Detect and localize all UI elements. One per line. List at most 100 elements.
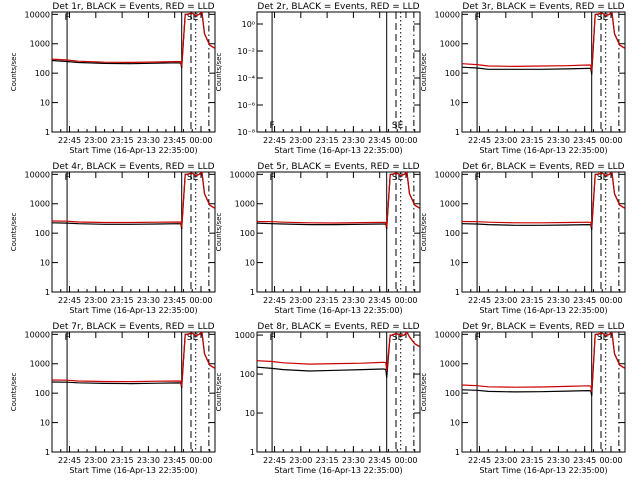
panel-title: Det 6r, BLACK = Events, RED = LLD — [462, 162, 624, 172]
y-tick-label: 1000 — [440, 200, 460, 209]
x-axis-label: Start Time (16-Apr-13 22:35:00) — [479, 146, 607, 155]
x-tick-label: 23:15 — [111, 136, 134, 145]
x-axis-label: Start Time (16-Apr-13 22:35:00) — [274, 466, 402, 475]
y-tick-label: 1000 — [235, 200, 255, 209]
x-tick-label: 23:15 — [316, 296, 339, 305]
y-tick-label: 1 — [250, 288, 255, 297]
lld-series-line — [52, 172, 215, 228]
y-tick-label: 10⁰ — [242, 20, 255, 29]
panel-3: Det 3r, BLACK = Events, RED = LLD 1 10 100 1… — [420, 2, 626, 155]
x-tick-label: 00:00 — [394, 296, 417, 305]
marker-glyph: F — [269, 333, 274, 343]
marker-glyph: SE — [392, 173, 404, 183]
y-tick-label: 10000 — [435, 330, 460, 339]
plot-frame — [256, 11, 421, 133]
y-axis-label: Counts/sec — [420, 213, 428, 252]
y-tick-label: 1 — [250, 448, 255, 457]
y-axis-label: Counts/sec — [215, 373, 223, 412]
x-tick-label: 23:30 — [342, 456, 365, 465]
y-tick-label: 100 — [35, 69, 50, 78]
x-tick-label: 23:45 — [163, 456, 186, 465]
x-tick-label: 00:00 — [189, 136, 212, 145]
y-tick-label: 1 — [455, 288, 460, 297]
panel-7: Det 7r, BLACK = Events, RED = LLD 1 10 100 1… — [10, 322, 216, 475]
y-tick-label: 10 — [40, 259, 50, 268]
plot-frame — [461, 171, 626, 293]
x-tick-label: 23:30 — [342, 296, 365, 305]
x-tick-label: 22:45 — [58, 456, 81, 465]
y-axis-label: Counts/sec — [420, 53, 428, 92]
y-tick-label: 10 — [245, 259, 255, 268]
marker-glyph: SE — [187, 173, 199, 183]
y-tick-label: 10000 — [25, 330, 50, 339]
y-tick-label: 1000 — [440, 40, 460, 49]
marker-glyph: F — [269, 173, 274, 183]
marker-glyph: SE — [597, 13, 609, 23]
marker-glyph: F — [64, 333, 69, 343]
x-axis-label: Start Time (16-Apr-13 22:35:00) — [479, 466, 607, 475]
y-tick-label: 100 — [35, 389, 50, 398]
plot-frame — [51, 171, 216, 293]
y-tick-label: 10⁻² — [237, 47, 255, 56]
x-tick-label: 23:30 — [342, 136, 365, 145]
y-tick-label: 10⁻⁶ — [237, 101, 255, 110]
marker-glyph: F — [474, 333, 479, 343]
x-tick-label: 23:45 — [163, 296, 186, 305]
y-tick-label: 10000 — [25, 170, 50, 179]
x-tick-label: 23:45 — [573, 136, 596, 145]
x-tick-label: 23:45 — [163, 136, 186, 145]
x-tick-label: 23:30 — [137, 456, 160, 465]
x-tick-label: 22:45 — [58, 296, 81, 305]
y-tick-label: 10000 — [230, 170, 255, 179]
x-tick-label: 23:15 — [521, 136, 544, 145]
panel-title: Det 5r, BLACK = Events, RED = LLD — [257, 162, 419, 172]
panel-6: Det 6r, BLACK = Events, RED = LLD 1 10 100 1… — [420, 162, 626, 315]
x-tick-label: 23:30 — [137, 136, 160, 145]
x-tick-label: 23:15 — [316, 136, 339, 145]
x-tick-label: 23:45 — [368, 456, 391, 465]
x-tick-label: 23:15 — [111, 456, 134, 465]
x-tick-label: 23:45 — [573, 456, 596, 465]
marker-glyph: F — [64, 173, 69, 183]
x-tick-label: 23:30 — [547, 296, 570, 305]
lld-series-line — [462, 172, 625, 228]
y-tick-label: 10 — [40, 99, 50, 108]
lld-series-line — [257, 172, 420, 228]
plot-frame — [461, 11, 626, 133]
y-tick-label: 100 — [35, 229, 50, 238]
marker-glyph: SE — [597, 173, 609, 183]
x-tick-label: 22:45 — [468, 456, 491, 465]
y-tick-label: 1000 — [30, 40, 50, 49]
x-tick-label: 23:00 — [494, 296, 517, 305]
x-tick-label: 00:00 — [394, 456, 417, 465]
lld-series-line — [462, 332, 625, 392]
y-tick-label: 10⁻⁴ — [237, 74, 255, 83]
panel-4: Det 4r, BLACK = Events, RED = LLD 1 10 100 1… — [10, 162, 216, 315]
y-tick-label: 10000 — [435, 170, 460, 179]
marker-glyph: SE — [392, 121, 404, 131]
x-tick-label: 23:45 — [573, 296, 596, 305]
x-tick-label: 23:00 — [289, 136, 312, 145]
x-axis-label: Start Time (16-Apr-13 22:35:00) — [479, 306, 607, 315]
panel-title: Det 1r, BLACK = Events, RED = LLD — [52, 2, 214, 12]
x-tick-label: 22:45 — [468, 136, 491, 145]
marker-glyph: SE — [187, 13, 199, 23]
x-axis-label: Start Time (16-Apr-13 22:35:00) — [69, 466, 197, 475]
y-axis-label: Counts/sec — [420, 373, 428, 412]
x-tick-label: 23:00 — [494, 136, 517, 145]
y-tick-label: 100 — [240, 229, 255, 238]
y-tick-label: 1000 — [235, 331, 255, 340]
x-tick-label: 23:15 — [316, 456, 339, 465]
x-axis-label: Start Time (16-Apr-13 22:35:00) — [69, 306, 197, 315]
y-tick-label: 100 — [240, 370, 255, 379]
x-tick-label: 23:15 — [111, 296, 134, 305]
y-tick-label: 10 — [40, 419, 50, 428]
y-tick-label: 10 — [450, 99, 460, 108]
x-axis-label: Start Time (16-Apr-13 22:35:00) — [274, 146, 402, 155]
lld-series-line — [462, 12, 625, 71]
panel-8: Det 8r, BLACK = Events, RED = LLD 1 10 100 1… — [215, 322, 421, 475]
x-tick-label: 23:00 — [84, 136, 107, 145]
y-tick-label: 1 — [45, 288, 50, 297]
marker-glyph: F — [64, 13, 69, 23]
x-tick-label: 23:00 — [289, 296, 312, 305]
